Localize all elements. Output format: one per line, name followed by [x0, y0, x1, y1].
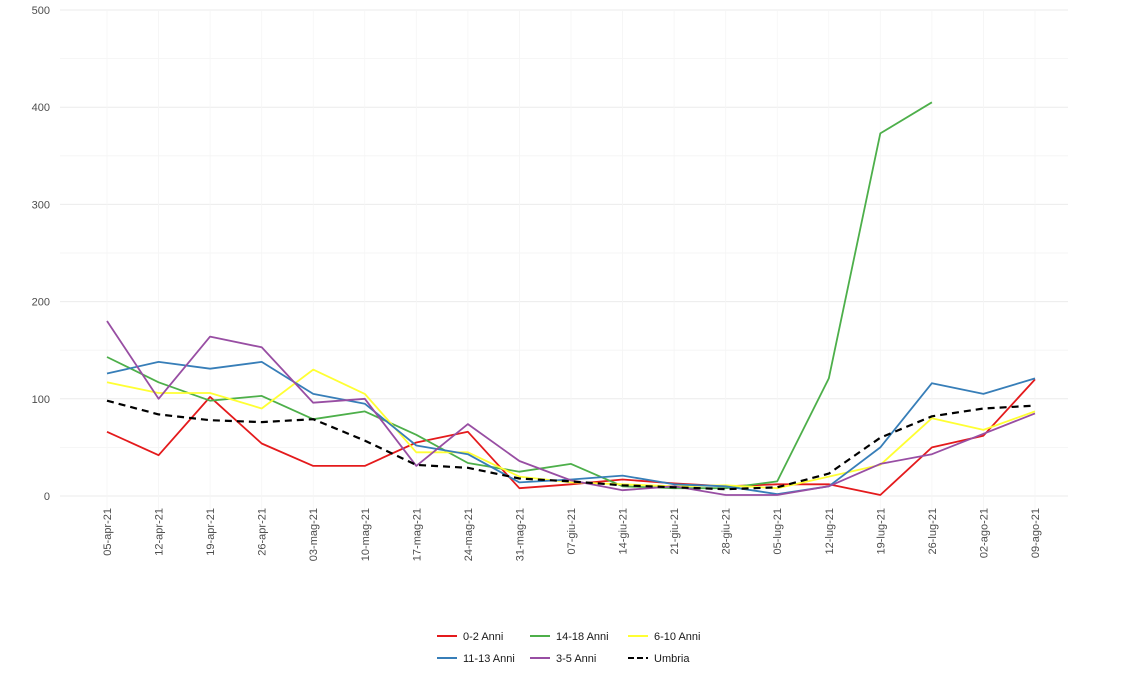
- y-tick-label: 500: [32, 5, 50, 17]
- legend-label: 11-13 Anni: [463, 653, 515, 665]
- x-tick-label: 19-lug-21: [875, 508, 887, 554]
- x-tick-label: 24-mag-21: [463, 508, 475, 561]
- legend-item-0-2-anni: 0-2 Anni: [437, 631, 503, 643]
- legend-item-umbria: Umbria: [628, 653, 690, 665]
- x-tick-label: 12-apr-21: [154, 508, 166, 556]
- legend-item-11-13-anni: 11-13 Anni: [437, 653, 515, 665]
- x-tick-label: 26-apr-21: [257, 508, 269, 556]
- y-tick-label: 400: [32, 102, 50, 114]
- x-tick-label: 26-lug-21: [927, 508, 939, 554]
- x-tick-label: 31-mag-21: [514, 508, 526, 561]
- y-tick-label: 100: [32, 394, 50, 406]
- legend: 0-2 Anni 14-18 Anni 6-10 Anni 11-13 Anni 3-5…: [437, 631, 700, 665]
- x-tick-label: 21-giu-21: [669, 508, 681, 554]
- grid-lines: [60, 9, 1068, 510]
- x-tick-label: 09-ago-21: [1030, 508, 1042, 558]
- legend-label: 0-2 Anni: [463, 631, 503, 643]
- y-axis-ticks: 0 100 200 300 400 500: [32, 5, 50, 503]
- legend-label: 6-10 Anni: [654, 631, 700, 643]
- y-tick-label: 300: [32, 199, 50, 211]
- series-lines: [106, 101, 1036, 496]
- legend-item-6-10-anni: 6-10 Anni: [628, 631, 700, 643]
- y-tick-label: 0: [44, 491, 50, 503]
- series-line-14-18-anni: [106, 101, 933, 490]
- legend-label: Umbria: [654, 653, 690, 665]
- x-tick-label: 28-giu-21: [721, 508, 733, 554]
- y-tick-label: 200: [32, 297, 50, 309]
- legend-label: 3-5 Anni: [556, 653, 596, 665]
- x-tick-label: 12-lug-21: [824, 508, 836, 554]
- x-tick-label: 07-giu-21: [566, 508, 578, 554]
- legend-item-14-18-anni: 14-18 Anni: [530, 631, 609, 643]
- x-tick-label: 10-mag-21: [360, 508, 372, 561]
- x-tick-label: 14-giu-21: [618, 508, 630, 554]
- x-tick-label: 19-apr-21: [205, 508, 217, 556]
- series-line-0-2-anni: [106, 378, 1036, 496]
- x-tick-label: 03-mag-21: [308, 508, 320, 561]
- x-axis-ticks: 05-apr-21 12-apr-21 19-apr-21 26-apr-21 03-m…: [102, 508, 1042, 561]
- series-line-3-5-anni: [106, 320, 1036, 496]
- x-tick-label: 17-mag-21: [411, 508, 423, 561]
- series-line-umbria: [106, 399, 1036, 491]
- x-tick-label: 05-lug-21: [772, 508, 784, 554]
- x-tick-label: 05-apr-21: [102, 508, 114, 556]
- legend-item-3-5-anni: 3-5 Anni: [530, 653, 596, 665]
- legend-label: 14-18 Anni: [556, 631, 609, 643]
- x-tick-label: 02-ago-21: [978, 508, 990, 558]
- series-line-6-10-anni: [106, 368, 1036, 490]
